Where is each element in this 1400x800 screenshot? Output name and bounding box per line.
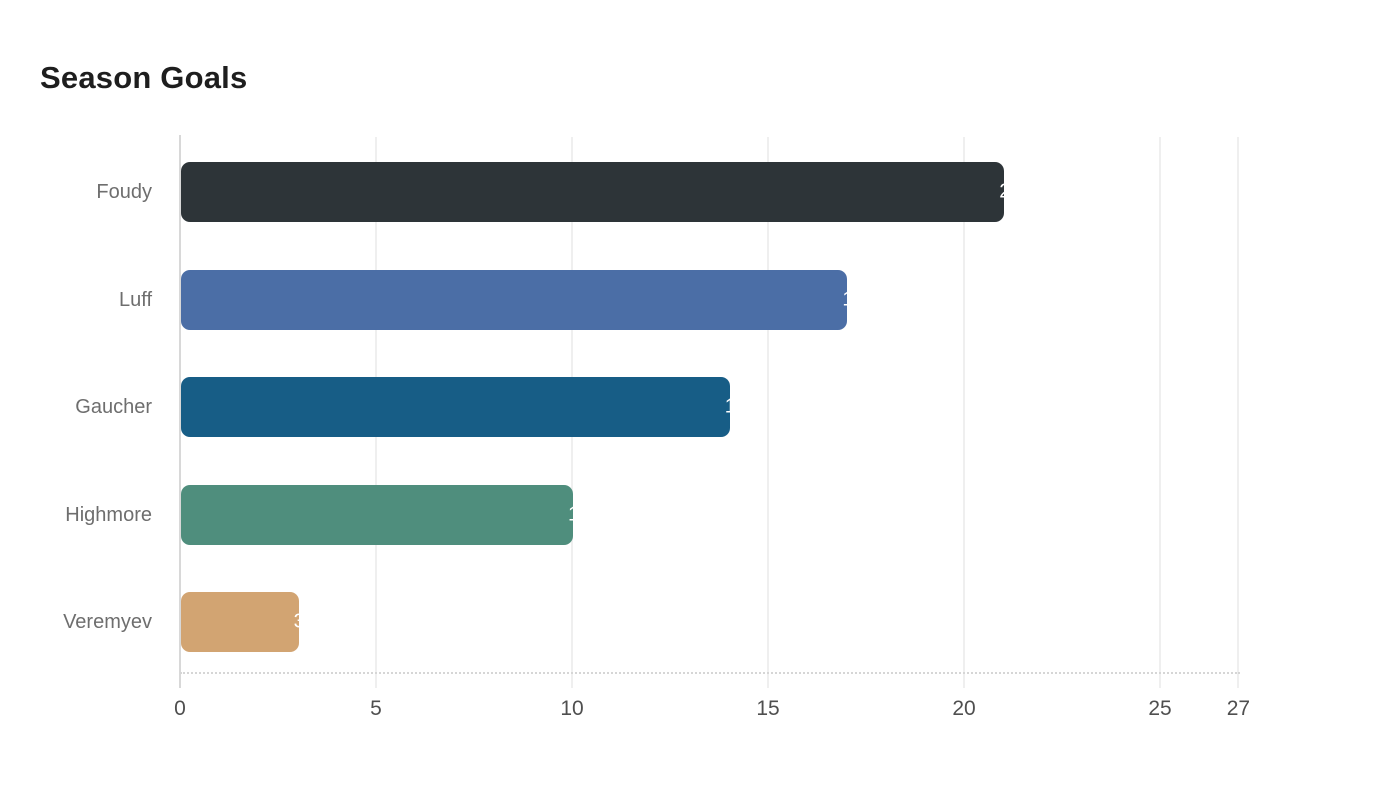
bar: 17	[181, 269, 848, 330]
bar: 14	[181, 377, 730, 437]
x-tick-label: 5	[370, 697, 382, 720]
gridline	[1237, 137, 1240, 688]
bar-value-label: 10	[568, 503, 573, 526]
x-tick-label: 20	[952, 697, 976, 720]
gridline	[1159, 137, 1161, 688]
x-tick-label: 0	[174, 697, 186, 720]
bar-value-label: 3	[294, 611, 299, 634]
category-label: Highmore	[65, 503, 152, 526]
y-axis-line	[179, 135, 181, 688]
chart-title: Season Goals	[40, 60, 248, 95]
bar: 10	[181, 484, 573, 545]
category-label: Foudy	[96, 181, 152, 203]
category-label: Luff	[119, 288, 152, 311]
x-tick-label: 10	[560, 697, 584, 720]
x-tick-label: 27	[1226, 697, 1251, 720]
category-label: Gaucher	[75, 396, 152, 418]
bar: 3	[181, 592, 299, 652]
gridline	[767, 137, 769, 688]
x-tick-label: 25	[1148, 697, 1172, 720]
bar: 21	[181, 162, 1005, 222]
gridline	[963, 137, 965, 688]
bar-value-label: 21	[999, 181, 1004, 204]
bar-value-label: 14	[725, 396, 730, 419]
x-tick-label: 15	[756, 697, 780, 720]
x-axis-baseline	[180, 672, 1240, 674]
category-label: Veremyev	[63, 611, 152, 633]
bar-value-label: 17	[842, 288, 847, 311]
